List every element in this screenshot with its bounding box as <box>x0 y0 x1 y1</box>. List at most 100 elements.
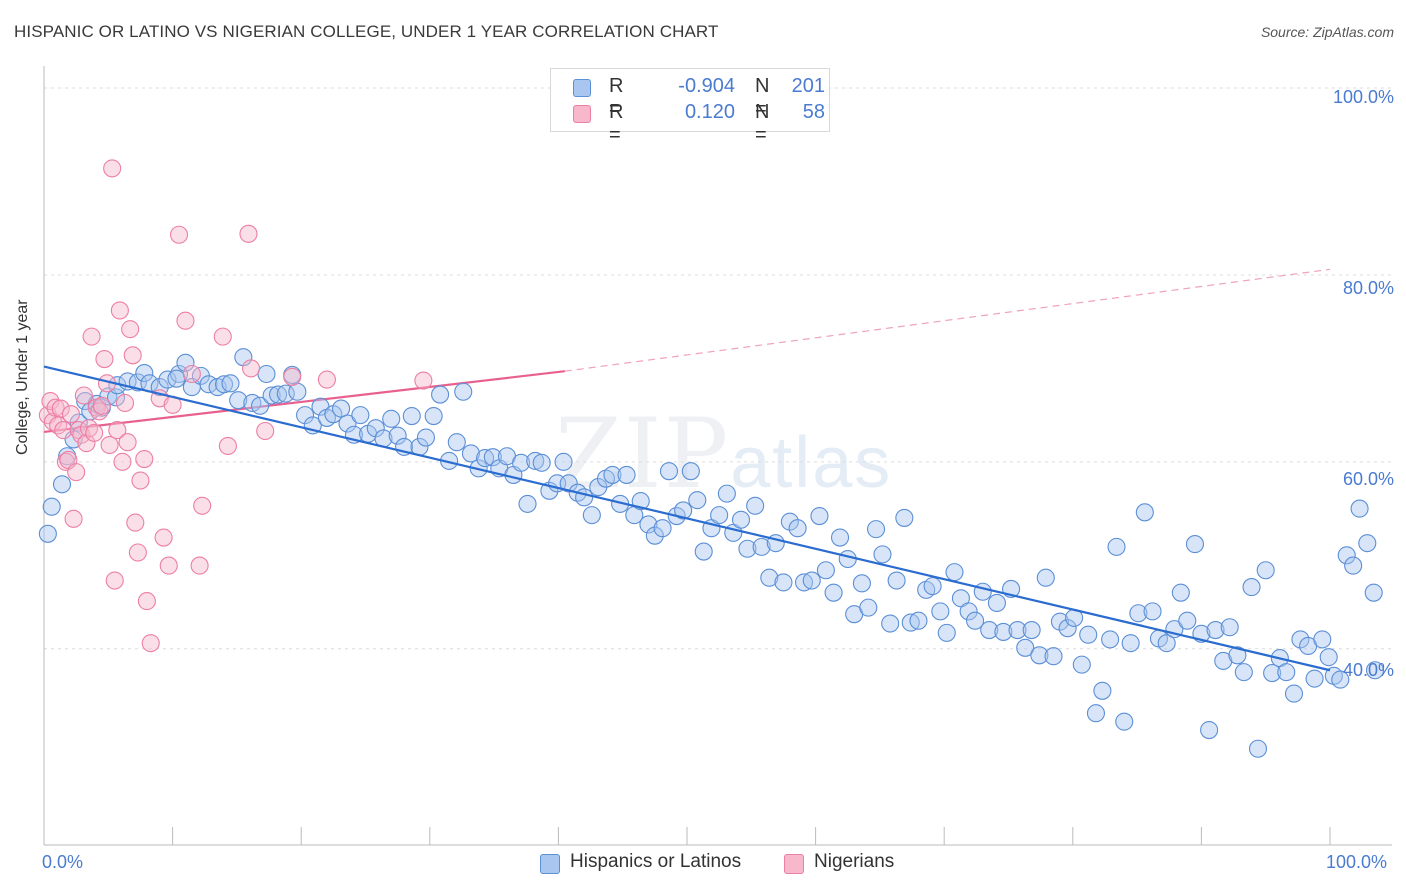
data-point-hispanics <box>1058 619 1077 638</box>
data-point-hispanics <box>1129 604 1148 623</box>
data-point-hispanics <box>752 537 771 556</box>
data-point-hispanics <box>52 475 72 494</box>
legend-label: Hispanics or Latinos <box>570 851 742 872</box>
data-point-hispanics <box>746 496 765 515</box>
data-point-hispanics <box>994 622 1013 641</box>
data-point-hispanics <box>461 444 481 463</box>
data-point-hispanics <box>731 510 751 529</box>
data-point-hispanics <box>1350 499 1369 518</box>
data-point-hispanics <box>582 506 601 525</box>
data-point-nigerians <box>213 327 232 346</box>
y-tick-label: 60.0% <box>1342 469 1394 489</box>
y-tick-label: 40.0% <box>1342 660 1394 680</box>
data-point-nigerians <box>64 509 83 528</box>
data-point-nigerians <box>74 386 93 405</box>
data-point-hispanics <box>250 396 270 415</box>
r-value: 0.120 <box>684 101 735 123</box>
data-point-hispanics <box>1086 704 1105 723</box>
data-point-hispanics <box>351 406 370 425</box>
data-point-nigerians <box>256 421 275 441</box>
data-point-hispanics <box>167 369 186 388</box>
data-point-hispanics <box>1121 634 1140 653</box>
axes <box>43 66 1392 846</box>
trendline-hispanics-solid <box>43 365 1331 672</box>
data-point-hispanics <box>859 598 878 617</box>
data-point-hispanics <box>518 494 537 513</box>
data-point-hispanics <box>1185 535 1205 554</box>
data-point-hispanics <box>1344 556 1363 575</box>
data-point-nigerians <box>131 471 150 490</box>
data-point-nigerians <box>176 311 195 330</box>
data-point-hispanics <box>774 573 793 592</box>
data-point-hispanics <box>1337 546 1356 565</box>
data-point-nigerians <box>105 571 124 590</box>
data-point-hispanics <box>1016 638 1035 657</box>
data-point-hispanics <box>1256 561 1275 580</box>
data-point-hispanics <box>1313 630 1332 649</box>
data-point-hispanics <box>1200 721 1219 740</box>
data-point-hispanics <box>1101 630 1120 649</box>
y-axis-label: College, Under 1 year <box>14 299 31 455</box>
data-point-nigerians <box>77 434 96 453</box>
data-point-hispanics <box>366 419 385 438</box>
legend-label: Nigerians <box>814 851 895 872</box>
data-point-hispanics <box>1277 663 1296 682</box>
data-point-hispanics <box>1178 611 1197 630</box>
data-point-hispanics <box>424 407 443 426</box>
n-label: N = <box>755 101 770 146</box>
data-point-hispanics <box>526 451 545 470</box>
data-point-hispanics <box>816 561 835 580</box>
data-point-hispanics <box>214 375 234 394</box>
data-point-hispanics <box>382 409 401 428</box>
data-point-hispanics <box>262 386 281 405</box>
data-point-hispanics <box>645 526 664 545</box>
data-point-hispanics <box>802 571 821 590</box>
data-point-hispanics <box>866 520 886 539</box>
data-point-nigerians <box>137 592 156 611</box>
data-point-hispanics <box>617 465 636 484</box>
data-point-hispanics <box>659 462 679 481</box>
data-point-hispanics <box>454 382 473 401</box>
data-point-nigerians <box>67 463 86 482</box>
data-point-hispanics <box>881 614 900 633</box>
data-point-hispanics <box>1365 661 1385 680</box>
data-point-hispanics <box>937 623 956 642</box>
series-nigerians-points <box>38 159 433 653</box>
data-point-hispanics <box>959 602 978 621</box>
data-point-nigerians <box>414 371 433 390</box>
data-point-nigerians <box>54 421 73 440</box>
data-point-nigerians <box>190 556 209 575</box>
data-point-nigerians <box>141 634 160 653</box>
data-point-nigerians <box>154 528 173 547</box>
data-point-hispanics <box>1030 646 1049 665</box>
data-point-hispanics <box>794 573 814 592</box>
data-point-hispanics <box>1072 655 1091 674</box>
data-point-hispanics <box>639 515 658 534</box>
data-point-hispanics <box>221 374 240 393</box>
data-point-nigerians <box>218 436 237 456</box>
series-legend: Hispanics or Latinos Nigerians <box>0 851 1406 877</box>
data-point-hispanics <box>824 583 843 602</box>
source-attribution: Source: ZipAtlas.com <box>1260 24 1394 40</box>
legend-swatch-blue <box>573 79 591 97</box>
data-point-hispanics <box>1107 537 1126 556</box>
data-point-nigerians <box>193 496 212 515</box>
data-point-hispanics <box>169 364 189 384</box>
trendline-hispanics <box>43 365 1331 672</box>
data-point-nigerians <box>46 398 65 417</box>
legend-swatch-pink <box>784 854 804 874</box>
data-point-hispanics <box>681 462 700 481</box>
data-point-hispanics <box>1135 503 1154 522</box>
r-label: R = <box>609 101 624 146</box>
data-point-hispanics <box>1079 625 1098 644</box>
data-point-hispanics <box>760 568 779 587</box>
data-point-hispanics <box>257 364 276 384</box>
data-point-hispanics <box>532 453 551 472</box>
data-point-hispanics <box>269 385 288 404</box>
data-point-nigerians <box>51 399 70 418</box>
data-point-nigerians <box>128 543 147 562</box>
data-point-hispanics <box>810 506 829 526</box>
y-tick-label: 100.0% <box>1332 87 1394 107</box>
data-point-hispanics <box>42 497 61 516</box>
